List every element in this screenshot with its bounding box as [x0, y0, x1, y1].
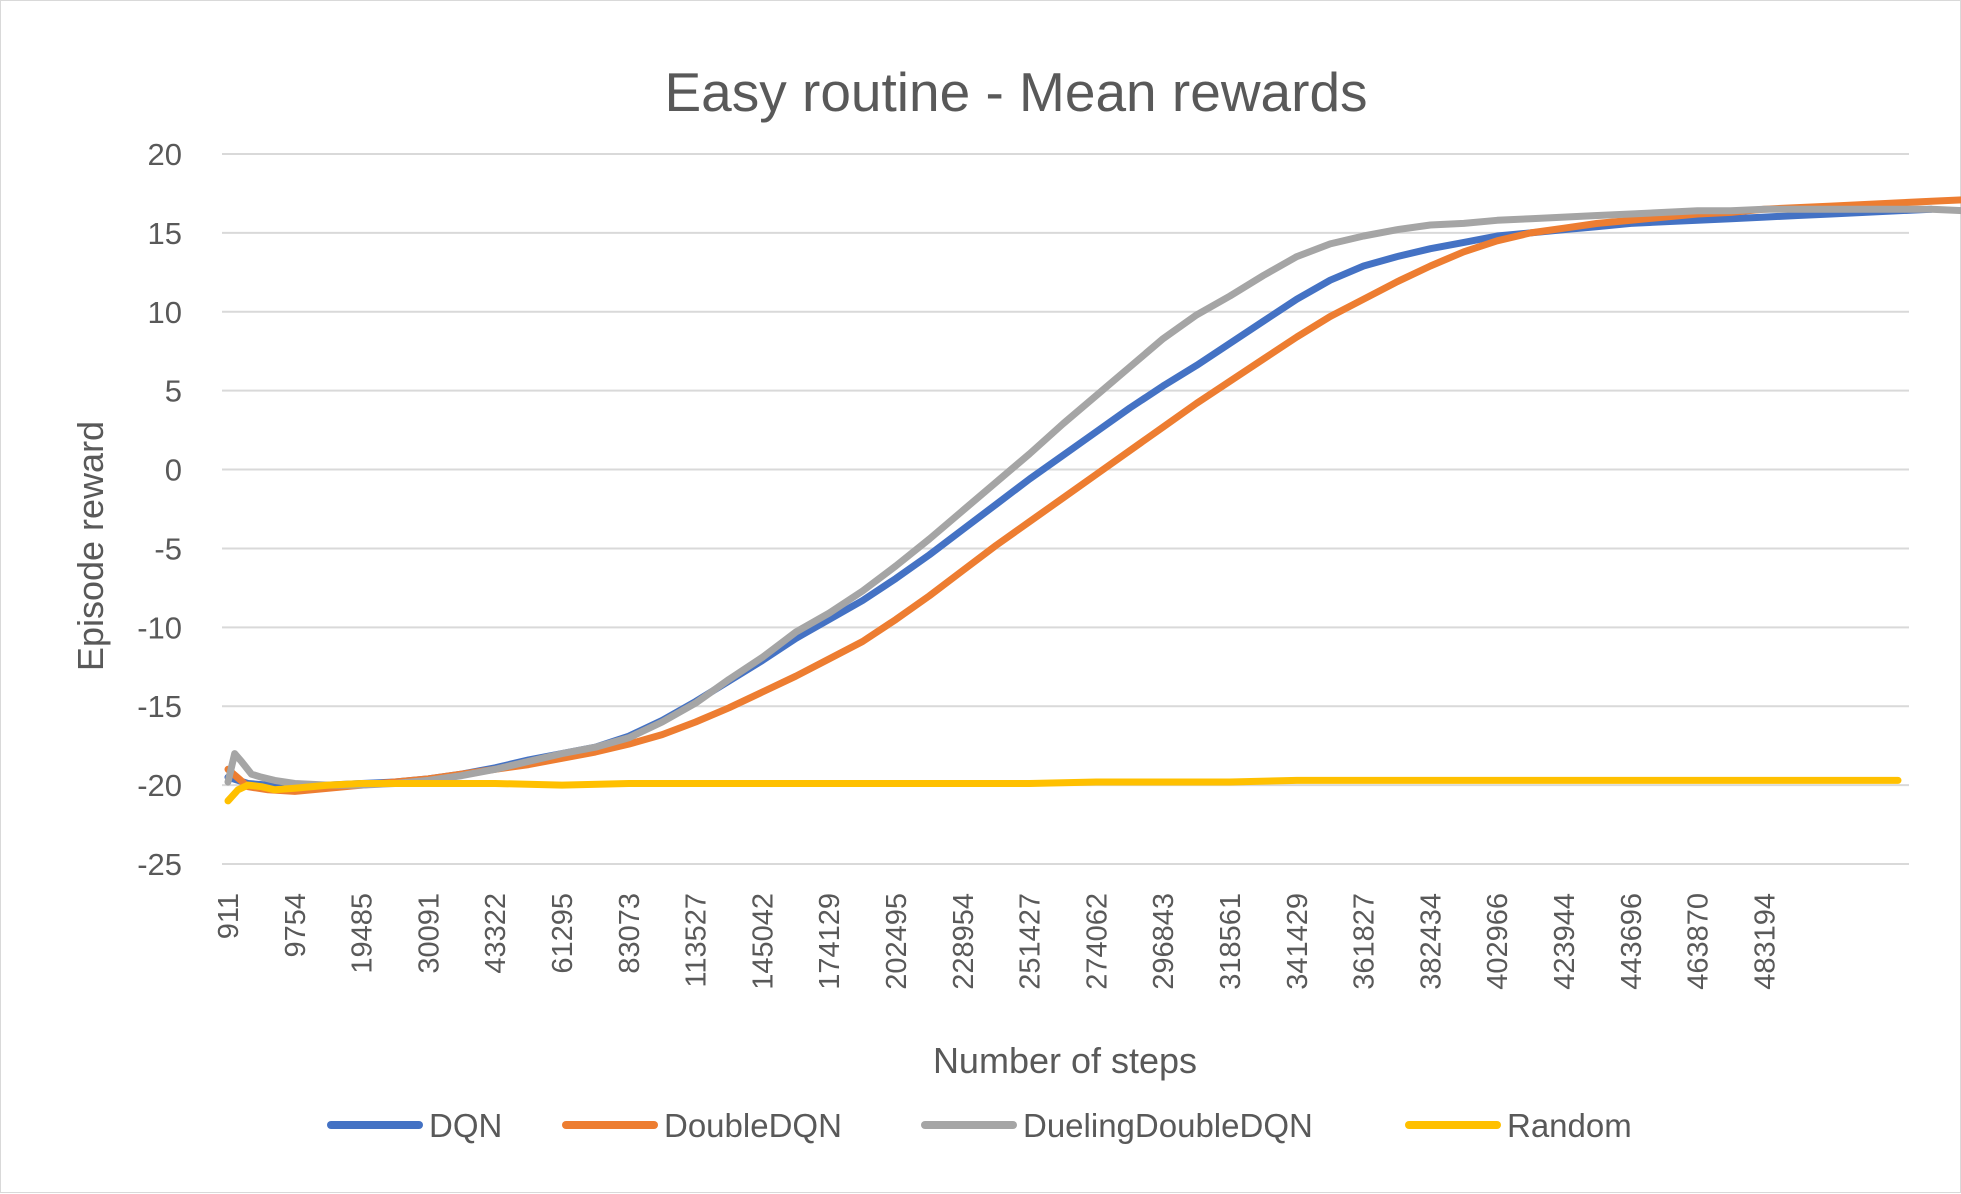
y-axis-title: Episode reward — [70, 421, 111, 671]
x-tick-label: 113527 — [681, 893, 713, 988]
x-tick-label: 361827 — [1349, 893, 1381, 990]
gridlines — [222, 153, 1909, 865]
legend-label-3: Random — [1507, 1107, 1632, 1144]
series-line-3 — [224, 776, 1902, 805]
y-tick-label: -20 — [137, 768, 182, 803]
x-tick-label: 423944 — [1549, 893, 1581, 990]
legend-label-2: DuelingDoubleDQN — [1023, 1107, 1313, 1144]
y-tick-label: -15 — [137, 689, 182, 724]
x-tick-label: 9754 — [280, 893, 312, 958]
x-tick-label: 61295 — [547, 893, 579, 974]
x-tick-label: 463870 — [1683, 893, 1715, 990]
x-tick-label: 251427 — [1015, 893, 1047, 990]
legend-label-0: DQN — [429, 1107, 502, 1144]
series-line-1 — [224, 196, 1961, 795]
y-axis-ticks: 20 15 10 5 0 -5 -10 -15 -20 -25 — [137, 137, 182, 882]
x-tick-label: 911 — [213, 893, 245, 939]
x-tick-label: 202495 — [881, 893, 913, 990]
y-tick-label: -25 — [137, 847, 182, 882]
series-line-2 — [224, 205, 1961, 789]
y-tick-label: 0 — [165, 453, 182, 488]
x-tick-label: 341429 — [1282, 893, 1314, 990]
x-axis-title: Number of steps — [933, 1040, 1197, 1081]
x-tick-label: 483194 — [1749, 893, 1781, 990]
x-tick-label: 19485 — [347, 893, 379, 974]
legend: DQN DoubleDQN DuelingDoubleDQN Random — [327, 1107, 1632, 1144]
x-tick-label: 228954 — [948, 893, 980, 990]
x-tick-label: 43322 — [480, 893, 512, 974]
y-tick-label: 5 — [165, 374, 182, 409]
y-tick-label: 15 — [148, 216, 182, 251]
x-tick-label: 402966 — [1482, 893, 1514, 990]
x-tick-label: 83073 — [614, 893, 646, 974]
series-line-0 — [224, 205, 1935, 789]
x-tick-label: 274062 — [1081, 893, 1113, 990]
y-tick-label: 10 — [148, 295, 182, 330]
y-tick-label: -5 — [154, 531, 182, 566]
series-lines — [224, 196, 1961, 805]
x-tick-label: 30091 — [413, 893, 445, 974]
legend-label-1: DoubleDQN — [664, 1107, 842, 1144]
x-tick-label: 318561 — [1215, 893, 1247, 990]
chart-title: Easy routine - Mean rewards — [664, 61, 1367, 123]
y-tick-label: 20 — [148, 137, 182, 172]
x-tick-label: 443696 — [1616, 893, 1648, 990]
x-axis-ticks: 911 9754 19485 30091 43322 61295 83073 113527 14… — [213, 893, 1781, 990]
x-tick-label: 382434 — [1415, 893, 1447, 990]
y-tick-label: -10 — [137, 610, 182, 645]
x-tick-label: 174129 — [814, 893, 846, 990]
x-tick-label: 145042 — [747, 893, 779, 990]
x-tick-label: 296843 — [1148, 893, 1180, 990]
